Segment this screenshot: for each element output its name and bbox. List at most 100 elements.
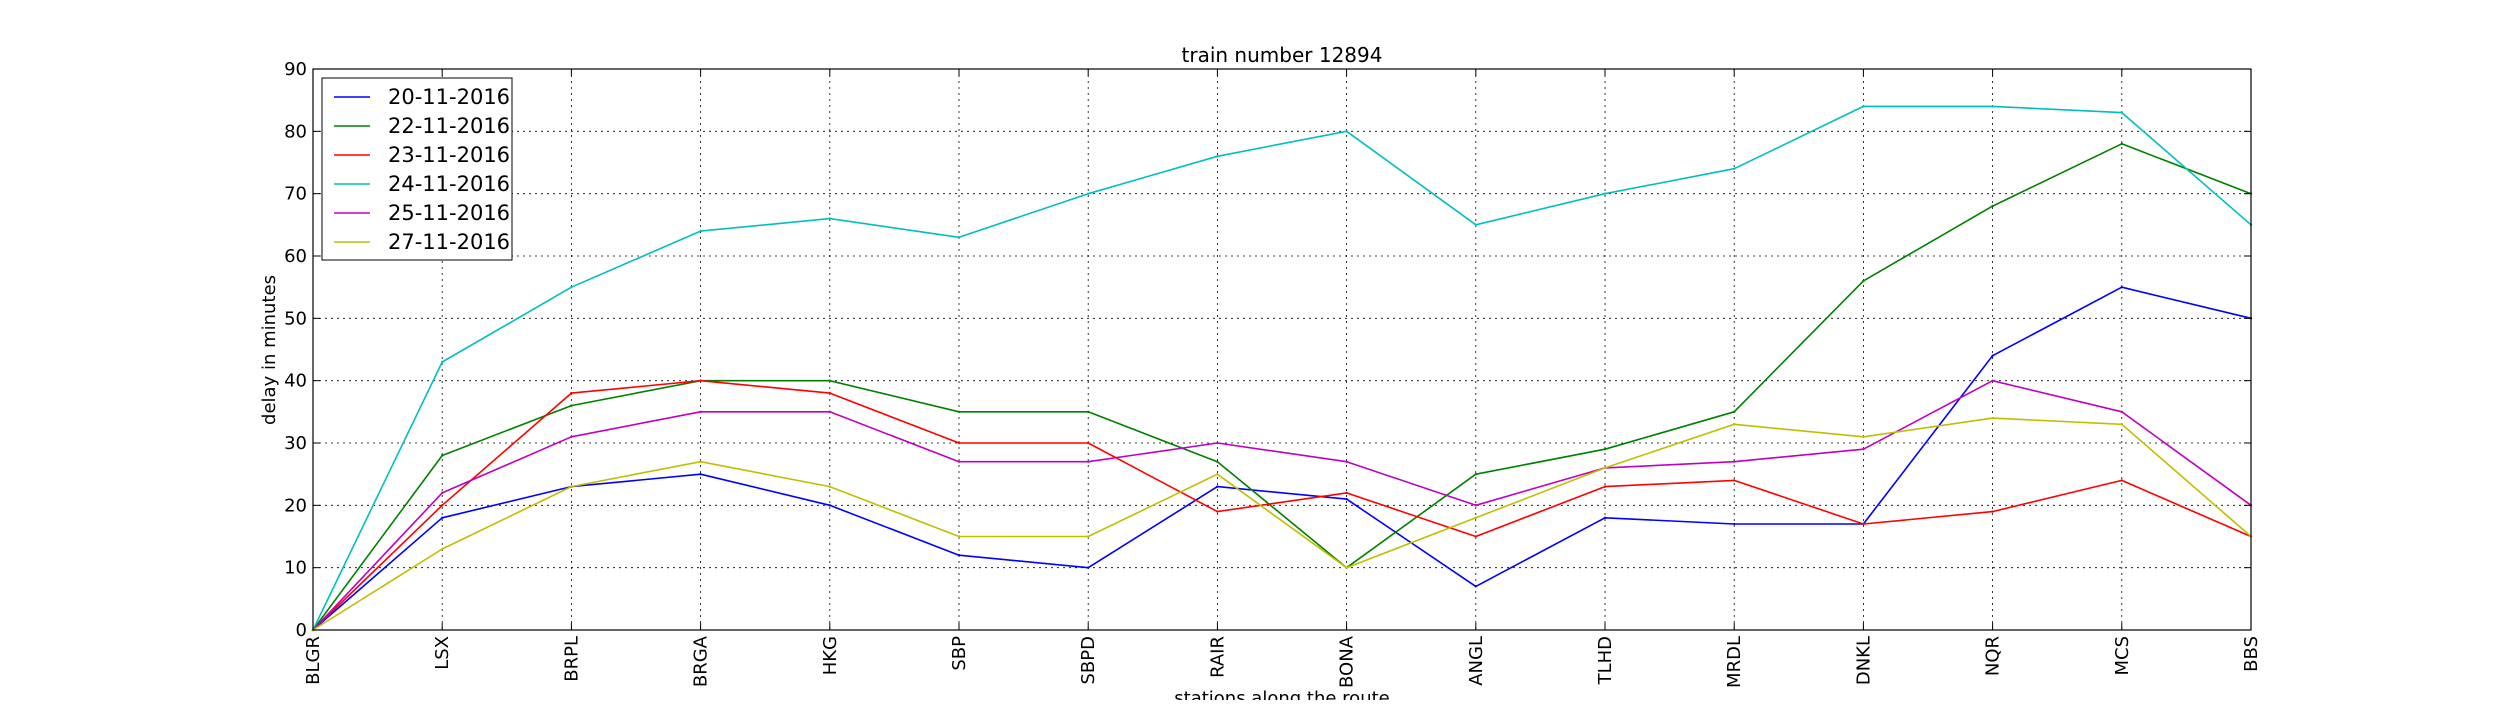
- data-point: [957, 236, 961, 239]
- data-point: [1862, 522, 1865, 526]
- y-tick-label: 50: [284, 308, 307, 329]
- data-point: [1733, 423, 1736, 426]
- x-tick-label: BBS: [2241, 636, 2262, 672]
- data-point: [828, 504, 831, 507]
- data-point: [570, 435, 573, 438]
- data-point: [957, 535, 961, 538]
- data-point: [828, 410, 831, 414]
- data-point: [441, 547, 444, 551]
- data-point: [1345, 491, 1348, 495]
- y-tick-label: 80: [284, 121, 307, 142]
- data-point: [2120, 142, 2123, 145]
- x-tick-label: BRPL: [561, 636, 582, 682]
- legend-label: 24-11-2016: [388, 172, 510, 196]
- data-point: [1733, 410, 1736, 414]
- y-tick-label: 10: [284, 558, 307, 579]
- data-point: [828, 379, 831, 382]
- data-point: [1733, 479, 1736, 482]
- data-point: [1603, 466, 1607, 470]
- data-point: [1087, 410, 1090, 414]
- data-point: [2120, 423, 2123, 426]
- chart-title: train number 12894: [1182, 43, 1383, 67]
- legend-box: [321, 77, 513, 261]
- data-point: [1087, 460, 1090, 463]
- axis-ticks: 0 10 20 30 40 50 60 70 80 90 BLGR LSX BRPL BRGA HKG SBP…: [284, 59, 2262, 688]
- data-point: [1087, 192, 1090, 195]
- data-point: [1474, 585, 1478, 588]
- data-point: [441, 491, 444, 495]
- series-line-23-11-2016: [312, 379, 2252, 631]
- data-point: [441, 454, 444, 457]
- data-point: [1216, 472, 1219, 476]
- data-point: [2120, 479, 2123, 482]
- data-point: [957, 460, 961, 463]
- data-point: [699, 472, 702, 476]
- data-point: [2120, 285, 2123, 289]
- data-point: [1087, 535, 1090, 538]
- y-tick-label: 30: [284, 433, 307, 454]
- legend-label: 20-11-2016: [388, 85, 510, 109]
- data-point: [1474, 535, 1478, 538]
- data-point: [1991, 354, 1994, 357]
- data-point: [1345, 497, 1348, 501]
- data-point: [1216, 441, 1219, 445]
- y-tick-label: 20: [284, 495, 307, 516]
- data-point: [1474, 516, 1478, 519]
- data-point: [1862, 448, 1865, 451]
- data-point: [570, 404, 573, 407]
- data-point: [828, 217, 831, 220]
- series-lines: [311, 105, 2253, 632]
- data-point: [1345, 460, 1348, 463]
- data-point: [957, 441, 961, 445]
- x-tick-label: RAIR: [1207, 636, 1228, 678]
- data-point: [1991, 105, 1994, 108]
- x-axis-title: stations along the route: [1174, 688, 1389, 700]
- data-point: [441, 360, 444, 364]
- series-line-25-11-2016: [312, 379, 2252, 631]
- x-tick-label: BRGA: [691, 635, 712, 687]
- y-tick-label: 0: [296, 620, 307, 641]
- data-point: [1733, 522, 1736, 526]
- legend-label: 22-11-2016: [388, 114, 510, 138]
- data-point: [1991, 204, 1994, 208]
- series-line-22-11-2016: [312, 143, 2252, 631]
- y-tick-label: 60: [284, 246, 307, 267]
- data-point: [1087, 441, 1090, 445]
- legend-label: 23-11-2016: [388, 143, 510, 167]
- series-line-20-11-2016: [312, 286, 2252, 631]
- data-point: [1862, 279, 1865, 283]
- data-point: [828, 391, 831, 395]
- data-point: [2120, 410, 2123, 414]
- legend-label: 27-11-2016: [388, 230, 510, 254]
- series-line-24-11-2016: [312, 105, 2252, 631]
- grid-lines: [313, 69, 2251, 630]
- x-tick-label: SBP: [949, 636, 970, 671]
- data-point: [1216, 155, 1219, 158]
- x-tick-label: HKG: [820, 636, 841, 675]
- data-point: [570, 391, 573, 395]
- data-point: [957, 410, 961, 414]
- data-point: [699, 379, 702, 382]
- data-point: [699, 460, 702, 463]
- x-tick-label: MCS: [2112, 636, 2133, 676]
- data-point: [1991, 416, 1994, 420]
- y-tick-label: 40: [284, 371, 307, 392]
- data-point: [1603, 516, 1607, 519]
- data-point: [1862, 435, 1865, 438]
- data-point: [1474, 223, 1478, 227]
- x-tick-label: NQR: [1983, 636, 2004, 676]
- data-point: [957, 554, 961, 557]
- data-point: [1474, 504, 1478, 507]
- data-point: [1474, 472, 1478, 476]
- series-line-27-11-2016: [312, 417, 2252, 631]
- data-point: [1603, 448, 1607, 451]
- x-tick-label: ANGL: [1466, 636, 1487, 686]
- y-tick-label: 70: [284, 184, 307, 205]
- legend-label: 25-11-2016: [388, 201, 510, 225]
- data-point: [1216, 485, 1219, 488]
- data-point: [570, 485, 573, 488]
- x-tick-label: LSX: [432, 636, 453, 670]
- data-point: [570, 285, 573, 289]
